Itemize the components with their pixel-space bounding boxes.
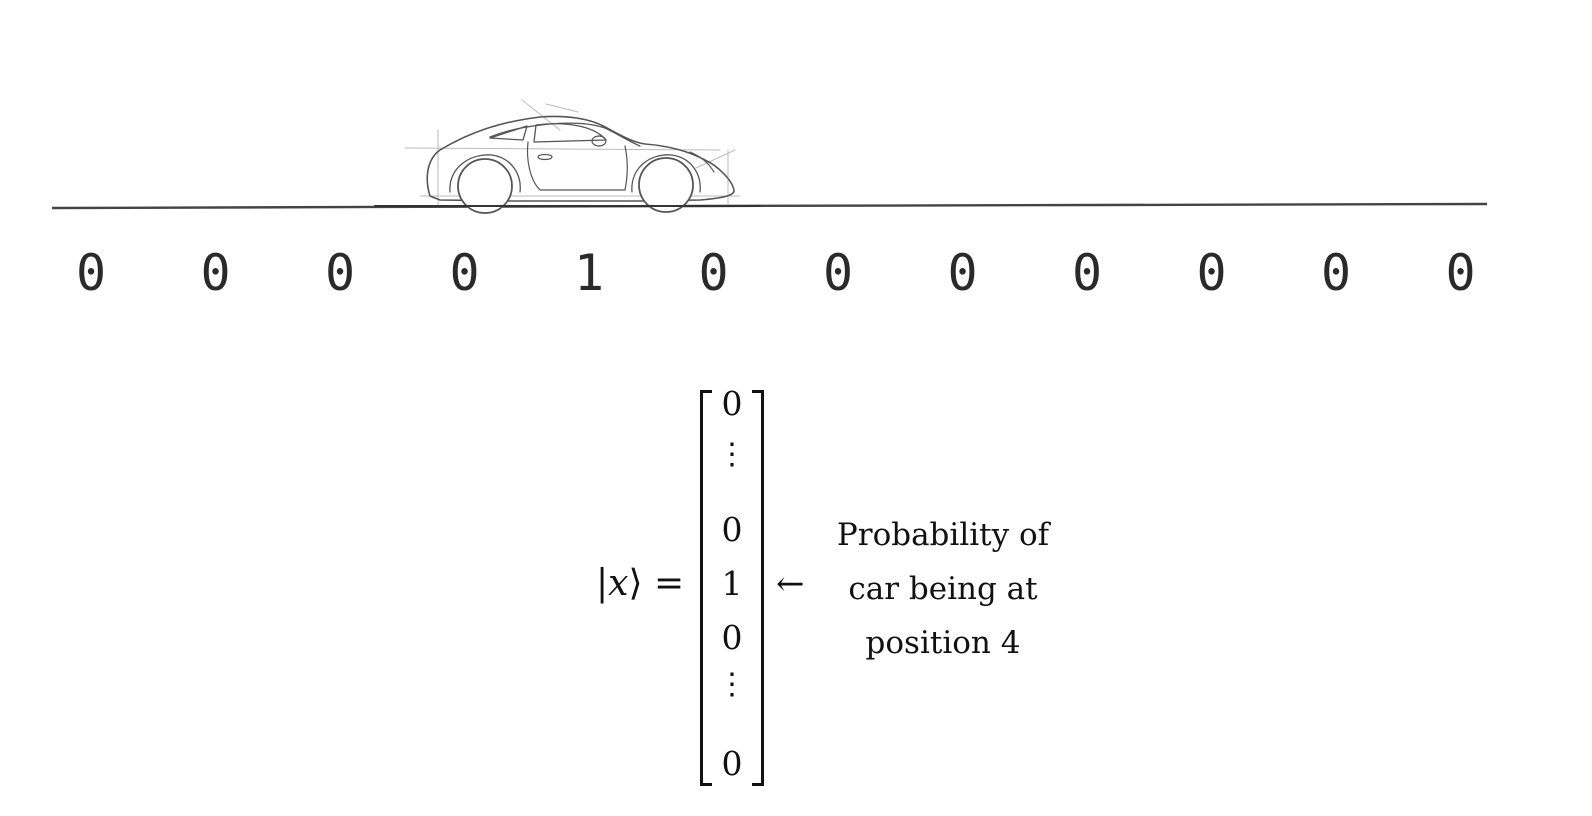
vector-entry: 0: [721, 384, 743, 423]
tape-digit: 0: [822, 244, 854, 302]
ket-variable: x: [608, 563, 629, 604]
vector-entry-highlight: 1: [721, 564, 743, 603]
tape-digit: 0: [1445, 244, 1476, 302]
left-arrow-icon: ←: [776, 564, 805, 604]
road-scene: [51, 99, 1488, 214]
ket-left-bar: |: [596, 563, 609, 604]
state-vector-equation: |x⟩ = 0 ⋮ 0 1 0 ⋮ 0 ← Probability of car…: [596, 384, 1096, 800]
right-bracket: [752, 390, 764, 786]
annotation-line: position 4: [865, 625, 1021, 661]
vector-entry: 0: [721, 618, 743, 657]
tape-digit: 0: [1196, 244, 1227, 302]
vector-ellipsis: ⋮: [717, 437, 747, 472]
car-icon: [374, 99, 761, 214]
annotation-text: Probability of car being at position 4: [818, 508, 1068, 670]
position-tape: 0 0 0 0 1 0 0 0 0 0 0 0: [76, 243, 1487, 307]
vector-entry: 0: [721, 510, 743, 549]
ket-right-angle: ⟩: [628, 563, 643, 604]
tape-digit: 0: [1320, 244, 1352, 302]
tape-digit: 0: [324, 244, 356, 302]
tape-digit: 0: [698, 244, 729, 302]
vector-ellipsis: ⋮: [717, 667, 747, 702]
column-vector: 0 ⋮ 0 1 0 ⋮ 0: [700, 384, 764, 786]
tape-digit: 0: [947, 244, 978, 302]
tape-digit: 0: [200, 244, 231, 302]
vector-entry: 0: [721, 744, 743, 783]
tape-digit: 0: [449, 244, 480, 302]
tape-digit: 0: [1071, 244, 1103, 302]
tape-digit: 0: [75, 244, 107, 302]
ket-x: |x⟩ =: [596, 562, 684, 606]
tape-digit: 1: [573, 244, 605, 302]
annotation-line: car being at: [848, 571, 1038, 607]
left-bracket: [700, 390, 712, 786]
equals-sign: =: [653, 563, 685, 604]
road-line: [51, 202, 1488, 210]
annotation-line: Probability of: [836, 517, 1050, 553]
